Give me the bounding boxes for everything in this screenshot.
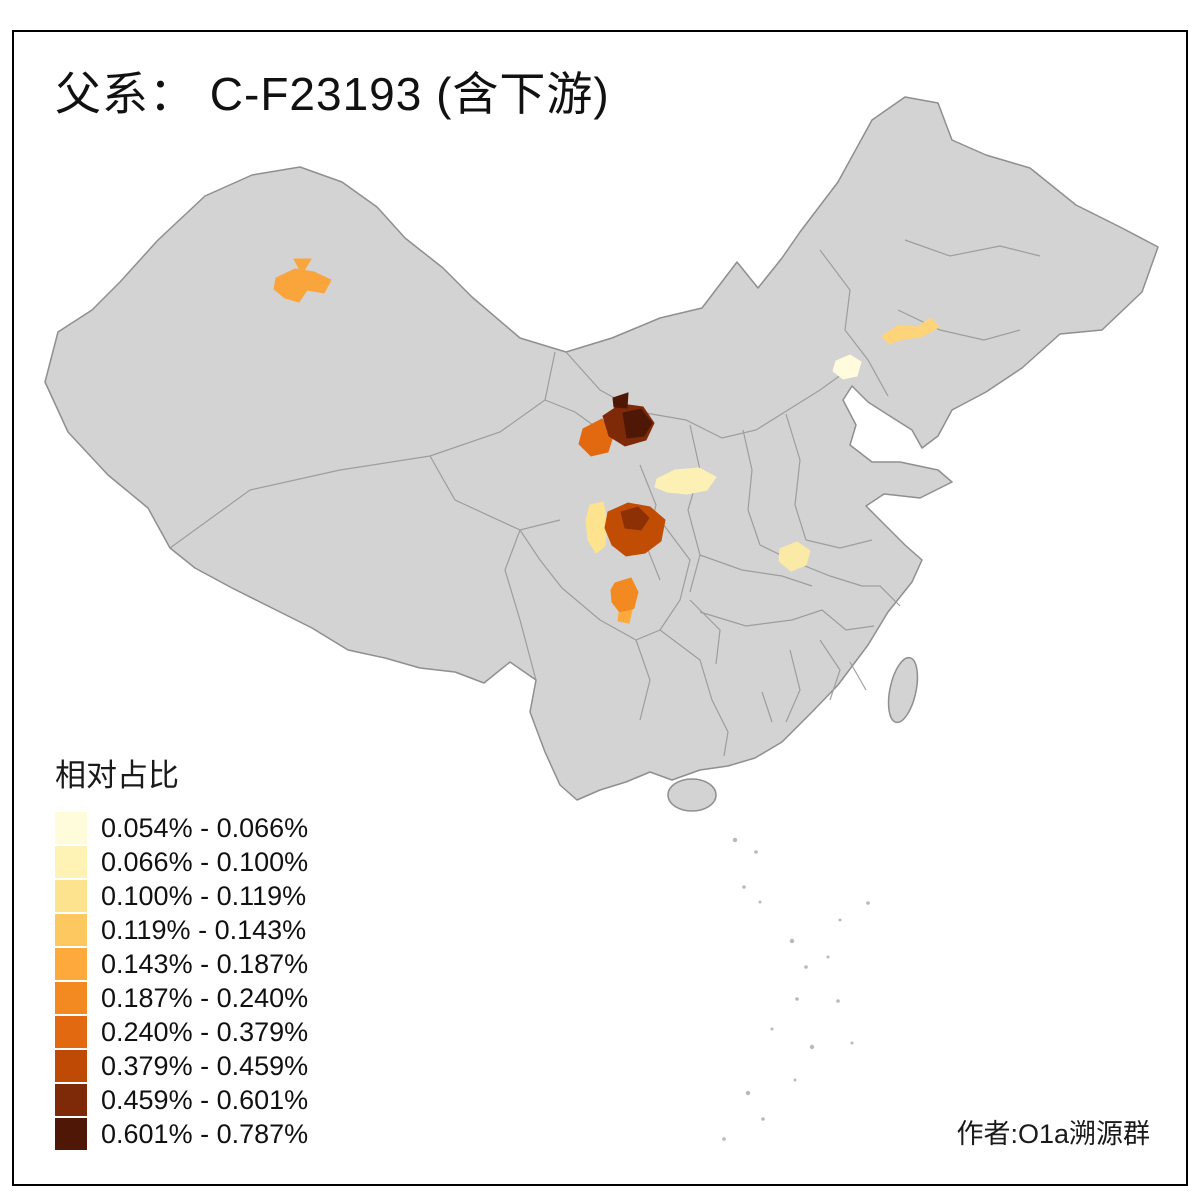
legend-label: 0.066% - 0.100% xyxy=(101,846,309,877)
legend-swatch xyxy=(55,914,87,946)
legend-label: 0.187% - 0.240% xyxy=(101,982,309,1013)
map-region-gansu-orange-west xyxy=(578,418,615,457)
map-region-xinjiang-center-north xyxy=(293,258,312,276)
plot-title: 父系： C-F23193 (含下游) xyxy=(55,68,610,120)
legend-label: 0.119% - 0.143% xyxy=(101,914,307,945)
map-region-sichuan-core xyxy=(620,506,650,531)
legend-swatch xyxy=(55,948,87,980)
legend-label: 0.100% - 0.119% xyxy=(101,880,307,911)
legend-entry: 0.601% - 0.787% xyxy=(55,1117,308,1151)
legend-label: 0.379% - 0.459% xyxy=(101,1050,309,1081)
hainan-island xyxy=(667,778,717,812)
map-region-gansu-darkest xyxy=(622,408,653,439)
author-credit: 作者:O1a溯源群 xyxy=(956,1119,1150,1149)
legend-label: 0.143% - 0.187% xyxy=(101,948,309,979)
legend-label: 0.601% - 0.787% xyxy=(101,1118,309,1149)
legend-entry: 0.054% - 0.066% xyxy=(55,811,308,845)
map-region-liaoning-strip xyxy=(881,317,940,345)
legend-swatch xyxy=(55,812,87,844)
legend-entry: 0.187% - 0.240% xyxy=(55,981,308,1015)
map-region-beijing-area xyxy=(832,354,862,380)
map-region-huaibei-pale xyxy=(778,541,811,572)
map-region-gansu-dark-north xyxy=(612,392,629,409)
map-region-chongqing-south-tip xyxy=(617,609,633,624)
legend-swatch xyxy=(55,1050,87,1082)
south-china-sea-islands xyxy=(722,837,870,1141)
legend-swatch xyxy=(55,846,87,878)
legend-entry: 0.100% - 0.119% xyxy=(55,879,308,913)
legend-entries: 0.054% - 0.066% 0.066% - 0.100% 0.100% - 0… xyxy=(55,811,308,1151)
legend-label: 0.054% - 0.066% xyxy=(101,812,309,843)
legend-swatch xyxy=(55,1118,87,1150)
legend-swatch xyxy=(55,1016,87,1048)
legend-swatch xyxy=(55,880,87,912)
legend-swatch xyxy=(55,982,87,1014)
legend-entry: 0.143% - 0.187% xyxy=(55,947,308,981)
legend-entry: 0.066% - 0.100% xyxy=(55,845,308,879)
legend-entry: 0.459% - 0.601% xyxy=(55,1083,308,1117)
legend: 相对占比 0.054% - 0.066% 0.066% - 0.100% 0.100… xyxy=(55,750,308,1151)
legend-label: 0.459% - 0.601% xyxy=(101,1084,309,1115)
legend-label: 0.240% - 0.379% xyxy=(101,1016,309,1047)
legend-entry: 0.240% - 0.379% xyxy=(55,1015,308,1049)
taiwan-island xyxy=(887,656,919,724)
legend-entry: 0.379% - 0.459% xyxy=(55,1049,308,1083)
map-region-shaanxi-pale xyxy=(654,467,717,495)
legend-title: 相对占比 xyxy=(55,758,179,793)
legend-swatch xyxy=(55,1084,87,1116)
legend-entry: 0.119% - 0.143% xyxy=(55,913,308,947)
province-borders xyxy=(169,239,1041,757)
map-region-sichuan-pale-strip xyxy=(585,501,608,554)
highlighted-regions xyxy=(273,258,940,624)
